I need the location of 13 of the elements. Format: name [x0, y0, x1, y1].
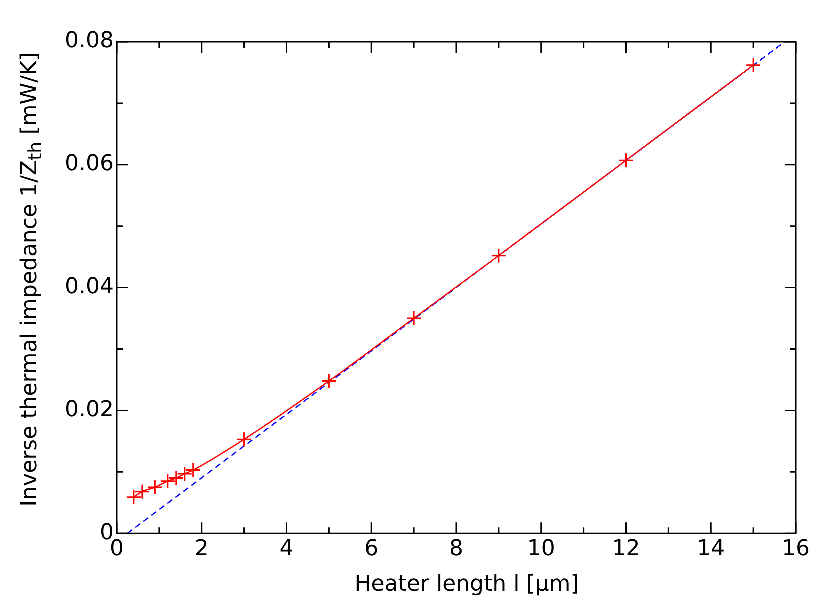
x-tick-label: 16 [782, 536, 810, 562]
x-tick-label: 12 [612, 536, 640, 562]
x-tick-label: 8 [449, 536, 464, 562]
y-tick-label: 0.06 [65, 152, 114, 177]
y-tick-label: 0.02 [65, 397, 114, 422]
x-tick-label: 14 [697, 536, 726, 562]
y-tick-label: 0.04 [65, 274, 114, 300]
x-axis-title: Heater length l [μm] [354, 572, 580, 597]
y-tick-label: 0.08 [65, 28, 114, 54]
x-tick-label: 4 [280, 536, 294, 562]
x-tick-label: 2 [194, 536, 209, 562]
x-tick-label: 6 [364, 536, 379, 562]
x-tick-label: 10 [527, 536, 556, 562]
